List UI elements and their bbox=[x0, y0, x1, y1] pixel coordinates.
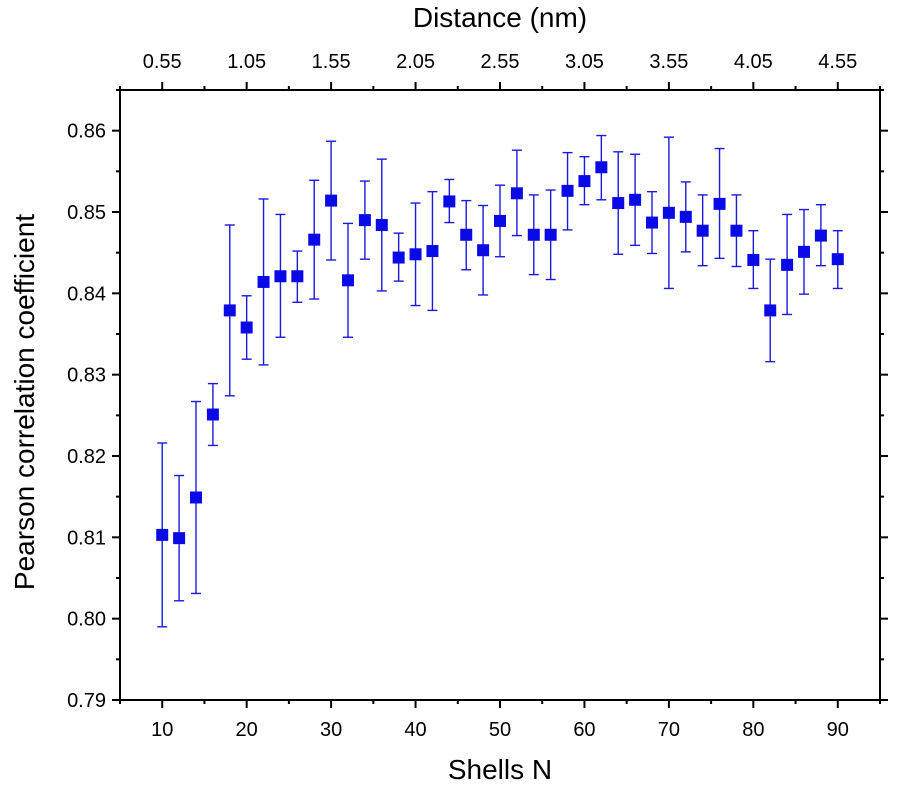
data-point bbox=[325, 194, 338, 207]
data-point bbox=[274, 270, 287, 283]
data-point bbox=[494, 214, 506, 227]
x-tick-label: 10 bbox=[151, 719, 173, 741]
x2-tick-label: 1.55 bbox=[312, 51, 351, 73]
y-tick-label: 0.81 bbox=[67, 527, 106, 549]
x-tick-label: 90 bbox=[827, 719, 849, 741]
y-tick-label: 0.82 bbox=[67, 446, 106, 468]
x2-tick-label: 4.05 bbox=[734, 51, 773, 73]
data-point bbox=[477, 244, 490, 257]
data-point bbox=[375, 219, 388, 232]
y-axis: 0.79 0.80 0.81 0.82 0.83 0.84 0.85 0.86 bbox=[67, 89, 888, 712]
data-point bbox=[223, 304, 236, 317]
data-point bbox=[426, 245, 439, 258]
data-point bbox=[814, 229, 827, 242]
data-point bbox=[679, 210, 692, 223]
data-point bbox=[578, 175, 591, 188]
x2-axis-title: Distance (nm) bbox=[413, 2, 587, 33]
data-point bbox=[173, 532, 186, 545]
data-point bbox=[156, 528, 169, 541]
data-point bbox=[646, 216, 658, 229]
data-point bbox=[190, 491, 202, 504]
data-point bbox=[798, 245, 810, 258]
data-point bbox=[730, 224, 743, 237]
data-point bbox=[409, 248, 422, 261]
x-axis-top: 0.55 1.05 1.55 2.05 2.55 3.05 3.55 4.05 4.55 bbox=[119, 51, 881, 90]
data-point bbox=[460, 228, 473, 241]
data-point bbox=[358, 214, 371, 227]
x2-tick-label: 3.05 bbox=[565, 51, 604, 73]
x-tick-label: 80 bbox=[742, 719, 764, 741]
y-tick-label: 0.83 bbox=[67, 365, 106, 387]
data-point bbox=[831, 253, 844, 266]
data-point bbox=[342, 274, 354, 287]
x2-tick-label: 4.55 bbox=[818, 51, 857, 73]
y-tick-label: 0.84 bbox=[67, 283, 106, 305]
x-tick-label: 40 bbox=[404, 719, 426, 741]
x2-tick-label: 2.55 bbox=[481, 51, 520, 73]
data-point bbox=[443, 195, 456, 208]
data-point bbox=[527, 228, 540, 241]
data-point bbox=[510, 187, 523, 200]
data-point bbox=[764, 304, 777, 317]
data-point bbox=[561, 184, 574, 197]
x-tick-label: 20 bbox=[236, 719, 258, 741]
data-point bbox=[747, 253, 760, 266]
data-point bbox=[781, 258, 794, 271]
x2-tick-label: 2.05 bbox=[396, 51, 435, 73]
y-tick-label: 0.85 bbox=[67, 202, 106, 224]
data-point bbox=[595, 161, 608, 174]
data-point bbox=[240, 321, 253, 334]
data-point bbox=[713, 197, 726, 210]
x2-tick-label: 3.55 bbox=[649, 51, 688, 73]
data-point bbox=[257, 275, 270, 288]
data-point bbox=[662, 206, 675, 219]
data-point bbox=[629, 193, 642, 206]
y-tick-label: 0.80 bbox=[67, 609, 106, 631]
x2-tick-label: 1.05 bbox=[227, 51, 266, 73]
data-point bbox=[392, 251, 405, 264]
y-tick-label: 0.86 bbox=[67, 121, 106, 143]
x-axis-title: Shells N bbox=[448, 754, 552, 785]
x-tick-label: 70 bbox=[658, 719, 680, 741]
x-axis-bottom: 10 20 30 40 50 60 70 80 90 bbox=[119, 700, 881, 741]
data-markers bbox=[156, 161, 844, 545]
y-tick-label: 0.79 bbox=[67, 690, 106, 712]
x-tick-label: 60 bbox=[573, 719, 595, 741]
x2-tick-label: 0.55 bbox=[143, 51, 182, 73]
data-point bbox=[308, 233, 321, 246]
y-axis-title: Pearson correlation coefficient bbox=[9, 214, 40, 590]
data-point bbox=[291, 270, 304, 283]
x-tick-label: 50 bbox=[489, 719, 511, 741]
data-point bbox=[544, 228, 557, 241]
data-point bbox=[612, 197, 625, 210]
data-point bbox=[206, 408, 219, 421]
x-tick-label: 30 bbox=[320, 719, 342, 741]
data-point bbox=[696, 224, 709, 237]
